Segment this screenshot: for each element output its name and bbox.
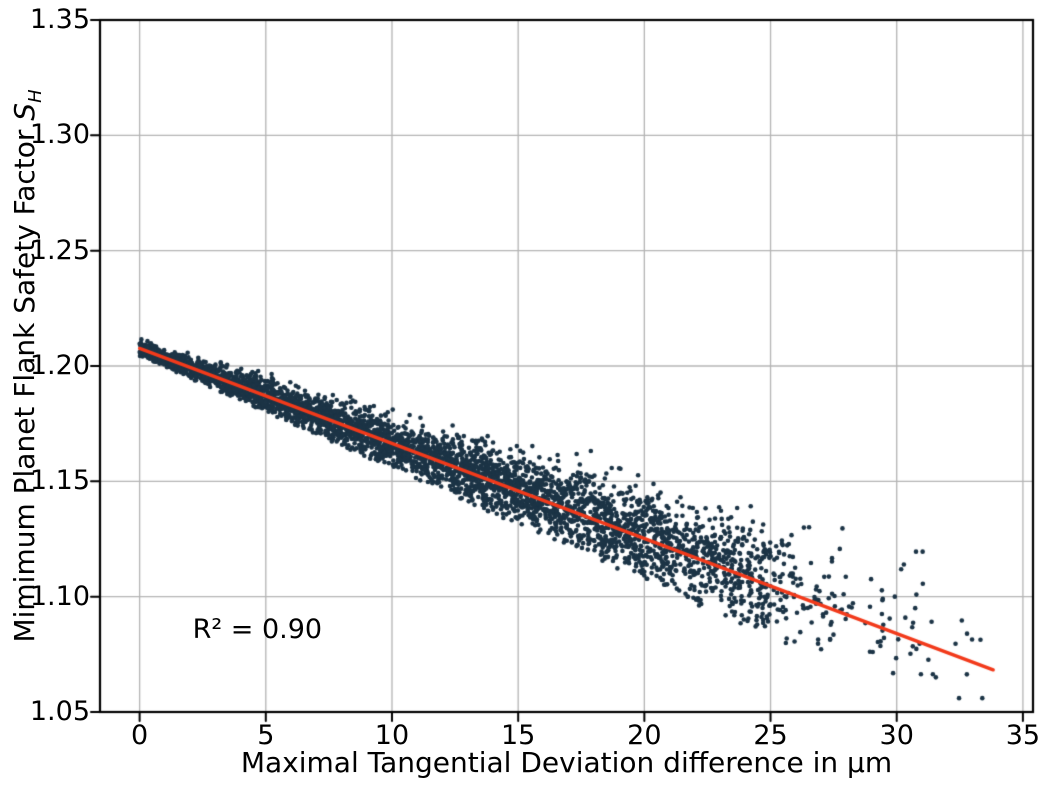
x-axis-label: Maximal Tangential Deviation difference … [240,746,893,779]
x-tick-label: 5 [257,720,275,751]
x-tick-label: 0 [131,720,149,751]
y-tick-label: 1.25 [29,234,90,266]
y-axis-label: Mimimum Planet Flank Safety Factor SH [8,89,46,642]
x-tick-label: 35 [1005,720,1041,751]
y-axis-label-text: Mimimum Planet Flank Safety Factor [8,120,42,643]
x-tick-label: 30 [879,720,914,751]
y-tick-label: 1.15 [29,465,90,497]
y-tick-label: 1.20 [29,350,90,381]
x-tick-label: 25 [753,720,788,751]
y-tick-label: 1.35 [29,4,90,35]
y-tick-label: 1.10 [29,580,90,612]
r-squared-annotation: R² = 0.90 [192,614,323,646]
y-tick-label: 1.05 [29,696,90,727]
y-axis-label-math-symbol: S [8,102,42,121]
y-tick-label: 1.30 [29,119,90,151]
y-axis-label-subscript: H [24,89,46,103]
x-tick-label: 15 [500,720,536,751]
x-tick-label: 10 [374,720,410,751]
x-tick-label: 20 [627,720,662,751]
